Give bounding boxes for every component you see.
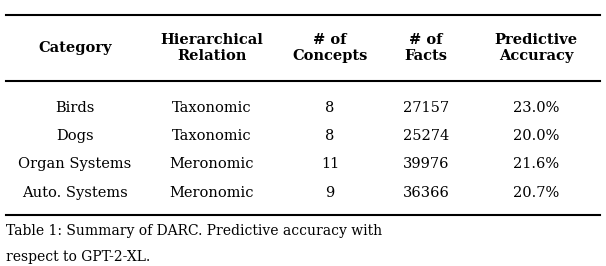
Text: 27157: 27157 (403, 101, 449, 115)
Text: 20.7%: 20.7% (513, 186, 559, 200)
Text: Auto. Systems: Auto. Systems (22, 186, 128, 200)
Text: 39976: 39976 (402, 157, 449, 171)
Text: 9: 9 (325, 186, 335, 200)
Text: Hierarchical
Relation: Hierarchical Relation (161, 33, 264, 63)
Text: 21.6%: 21.6% (513, 157, 559, 171)
Text: Category: Category (38, 41, 112, 55)
Text: 11: 11 (321, 157, 339, 171)
Text: Meronomic: Meronomic (170, 157, 255, 171)
Text: 8: 8 (325, 101, 335, 115)
Text: Meronomic: Meronomic (170, 186, 255, 200)
Text: Birds: Birds (55, 101, 95, 115)
Text: # of
Concepts: # of Concepts (293, 33, 368, 63)
Text: respect to GPT-2-XL.: respect to GPT-2-XL. (6, 250, 150, 264)
Text: Dogs: Dogs (56, 129, 93, 143)
Text: 25274: 25274 (403, 129, 449, 143)
Text: Table 1: Summary of DARC. Predictive accuracy with: Table 1: Summary of DARC. Predictive acc… (6, 225, 382, 238)
Text: Taxonomic: Taxonomic (172, 129, 252, 143)
Text: 23.0%: 23.0% (513, 101, 559, 115)
Text: # of
Facts: # of Facts (404, 33, 447, 63)
Text: Taxonomic: Taxonomic (172, 101, 252, 115)
Text: 36366: 36366 (402, 186, 450, 200)
Text: 8: 8 (325, 129, 335, 143)
Text: Predictive
Accuracy: Predictive Accuracy (494, 33, 578, 63)
Text: 20.0%: 20.0% (513, 129, 559, 143)
Text: Organ Systems: Organ Systems (18, 157, 132, 171)
